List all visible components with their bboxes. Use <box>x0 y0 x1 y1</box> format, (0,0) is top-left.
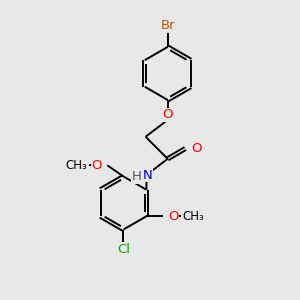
Text: O: O <box>92 159 102 172</box>
Text: Cl: Cl <box>117 243 130 256</box>
Text: O: O <box>191 142 202 155</box>
Text: O: O <box>168 210 178 223</box>
Text: CH₃: CH₃ <box>66 159 88 172</box>
Text: CH₃: CH₃ <box>182 210 204 223</box>
Text: N: N <box>143 169 153 182</box>
Text: Br: Br <box>160 19 175 32</box>
Text: H: H <box>132 170 142 183</box>
Text: O: O <box>162 108 173 121</box>
